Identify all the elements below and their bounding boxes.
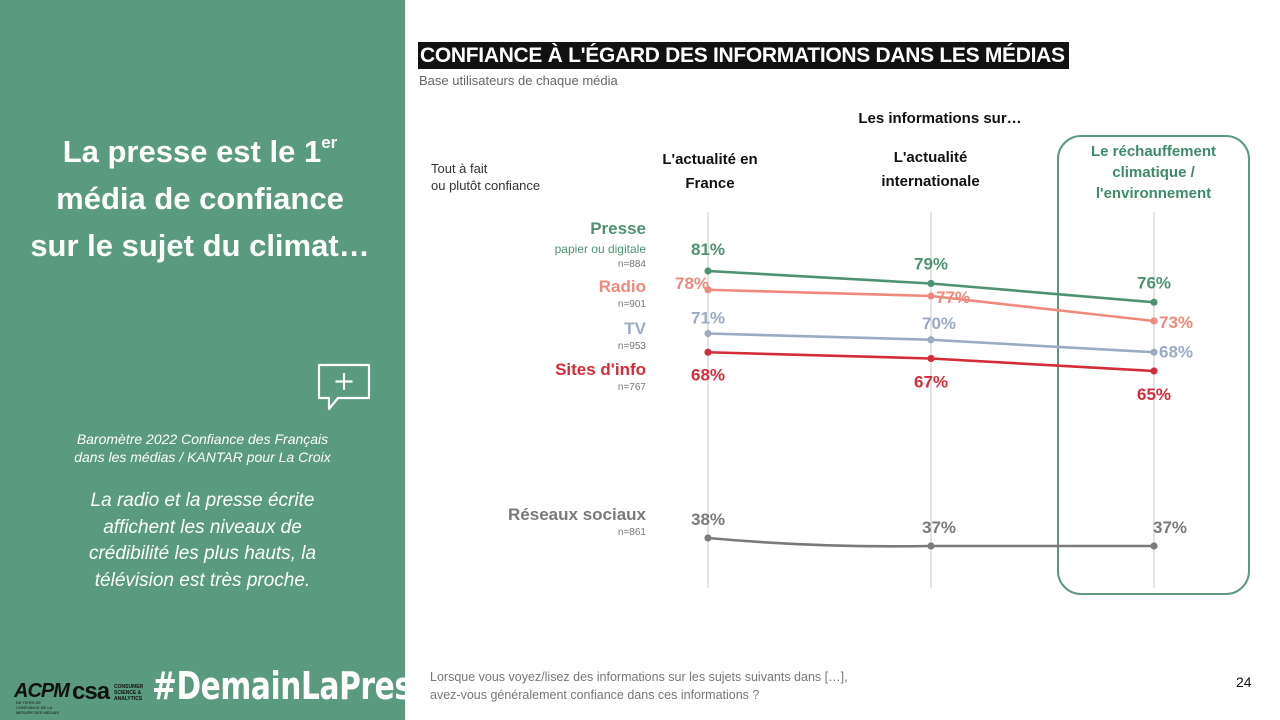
series-label-tv: TV: [624, 319, 646, 338]
category-header-france: L'actualité en France: [640, 148, 780, 196]
series-n-reseaux: n=861: [617, 527, 646, 538]
data-point-0-1: [927, 279, 935, 288]
note-line4: télévision est très proche.: [94, 569, 311, 591]
category-header-climate: Le réchauffement climatique / l'environn…: [1062, 141, 1245, 204]
series-n-radio: n=901: [617, 299, 646, 310]
category-header-international: L'actualité internationale: [858, 146, 1003, 194]
data-label-1-2: 73%: [1159, 313, 1193, 332]
chart-subtitle: Base utilisateurs de chaque média: [419, 73, 618, 88]
csa-logo-tagline: CONSUMER SCIENCE & ANALYTICS: [114, 684, 144, 702]
source-line1: Baromètre 2022 Confiance des Français: [76, 431, 329, 447]
data-point-1-0: [704, 286, 712, 294]
data-label-3-0: 68%: [691, 365, 725, 384]
y-label-line2: ou plutôt confiance: [431, 178, 541, 193]
hashtag: #DemainLaPresse: [152, 664, 449, 708]
data-label-0-2: 76%: [1137, 273, 1171, 292]
acpm-logo-tagline: DE TIERS DE CONFIANCE DE LA MESURE DES M…: [16, 700, 59, 715]
data-point-3-1: [927, 354, 935, 363]
data-point-4-2: [1150, 542, 1158, 550]
source-line2: dans les médias / KANTAR pour La Croix: [74, 449, 331, 465]
headline-line2: média de confiance: [56, 181, 344, 216]
question-line1: Lorsque vous voyez/lisez des information…: [430, 670, 848, 684]
data-point-2-1: [927, 336, 935, 344]
group-header: Les informations sur…: [858, 110, 1022, 127]
category-header-line1: Le réchauffement: [1090, 143, 1217, 160]
headline-line1: La presse est le 1: [62, 134, 322, 169]
data-label-1-0: 78%: [675, 274, 709, 293]
data-label-0-1: 79%: [914, 255, 948, 274]
data-label-2-2: 68%: [1159, 342, 1193, 361]
data-label-4-0: 38%: [691, 510, 725, 529]
data-label-4-2: 37%: [1153, 518, 1187, 537]
series-label-sites: Sites d'info: [555, 360, 646, 379]
data-label-0-0: 81%: [691, 240, 725, 259]
data-label-2-0: 71%: [691, 309, 725, 328]
series-label-presse: Presse: [590, 219, 646, 238]
data-point-1-1: [927, 292, 935, 300]
data-label-1-1: 77%: [936, 288, 970, 307]
data-label-4-1: 37%: [922, 518, 956, 537]
csa-logo: csa: [72, 678, 110, 705]
data-point-2-2: [1150, 348, 1158, 356]
y-label: Tout à fait ou plutôt confiance: [431, 160, 540, 194]
category-header-line3: l'environnement: [1095, 185, 1212, 202]
data-point-4-1: [927, 542, 935, 550]
page-number: 24: [1236, 674, 1252, 690]
data-point-2-0: [704, 329, 712, 338]
note-line3: crédibilité les plus hauts, la: [88, 543, 317, 564]
series-n-tv: n=953: [617, 341, 646, 352]
data-point-4-0: [704, 534, 712, 542]
chat-plus-icon[interactable]: [316, 362, 372, 414]
headline-sup: er: [321, 133, 338, 152]
headline-line3: sur le sujet du climat…: [30, 228, 370, 263]
data-point-1-2: [1150, 317, 1158, 325]
series-n-sites: n=767: [617, 382, 646, 393]
acpm-logo: ACPM: [14, 680, 70, 702]
series-label-reseaux: Réseaux sociaux: [508, 505, 646, 524]
data-point-0-2: [1150, 298, 1158, 306]
chart-title: CONFIANCE À L'ÉGARD DES INFORMATIONS DAN…: [418, 42, 1069, 69]
data-point-3-2: [1150, 367, 1158, 375]
data-label-2-1: 70%: [922, 314, 956, 333]
source-citation: Baromètre 2022 Confiance des Français da…: [20, 430, 385, 466]
category-header-line2: France: [685, 175, 735, 192]
category-header-line2: climatique /: [1112, 164, 1195, 181]
question-line2: avez-vous généralement confiance dans ce…: [430, 688, 760, 702]
data-point-3-0: [704, 348, 712, 356]
data-point-0-0: [704, 267, 712, 275]
category-header-line1: L'actualité en: [662, 151, 758, 168]
category-header-line1: L'actualité: [893, 149, 968, 166]
data-label-3-2: 65%: [1137, 385, 1171, 404]
series-label-radio: Radio: [598, 277, 646, 296]
headline: La presse est le 1er média de confiance …: [10, 128, 390, 269]
category-header-line2: internationale: [881, 173, 980, 190]
series-n-presse: n=884: [617, 259, 646, 270]
data-label-3-1: 67%: [914, 373, 948, 392]
note-line2: affichent les niveaux de: [103, 516, 302, 538]
insight-note: La radio et la presse écrite affichent l…: [20, 488, 385, 594]
series-line-4: [707, 536, 1154, 548]
note-line1: La radio et la presse écrite: [90, 490, 315, 511]
left-panel: La presse est le 1er média de confiance …: [0, 0, 449, 720]
y-label-line1: Tout à fait: [431, 161, 488, 176]
survey-question: Lorsque vous voyez/lisez des information…: [430, 668, 848, 704]
series-sub-presse: papier ou digitale: [554, 242, 646, 256]
